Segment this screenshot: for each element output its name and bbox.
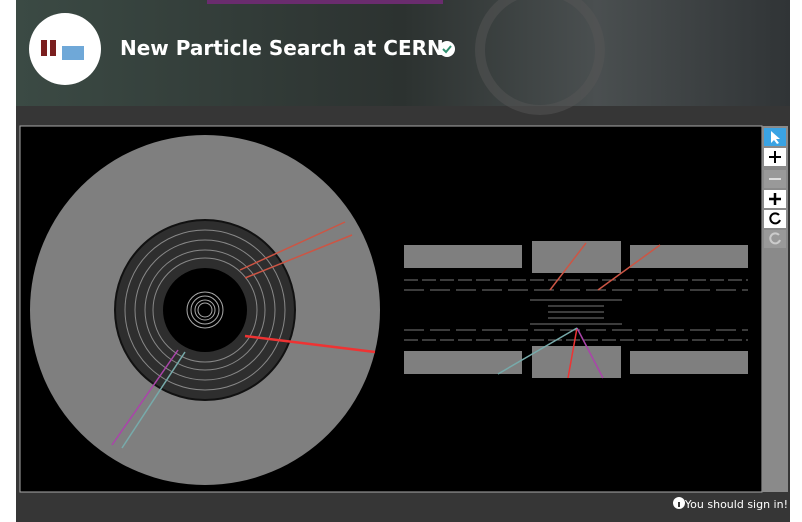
page: New Particle Search at CERN	[0, 0, 802, 522]
info-icon-mark	[678, 502, 680, 507]
verified-icon	[439, 41, 455, 57]
avatar-badge	[62, 46, 84, 60]
nav-highlight	[207, 0, 443, 4]
project-title: New Particle Search at CERN	[120, 36, 444, 60]
avatar-figure	[41, 40, 47, 56]
sign-in-notice[interactable]: You should sign in!	[684, 498, 788, 511]
avatar-figure	[50, 40, 56, 56]
screen: New Particle Search at CERN	[0, 0, 802, 522]
beam-point	[202, 307, 208, 313]
